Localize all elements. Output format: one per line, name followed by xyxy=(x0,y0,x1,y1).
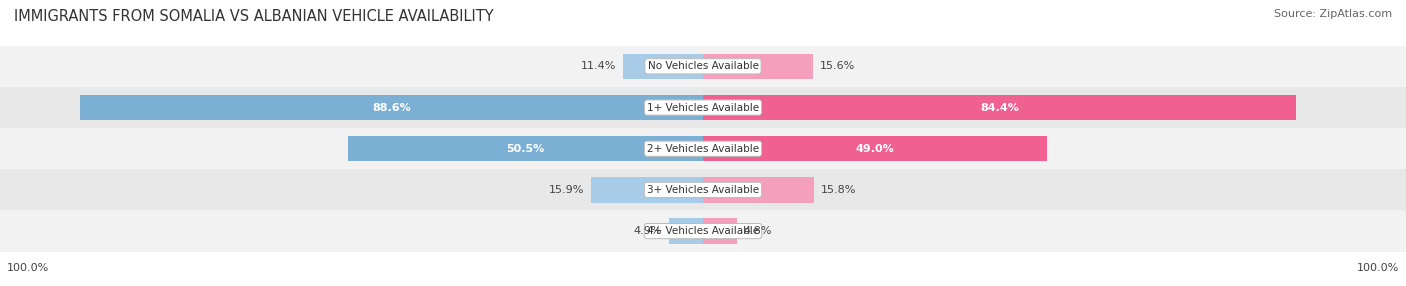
Text: 2+ Vehicles Available: 2+ Vehicles Available xyxy=(647,144,759,154)
Bar xyxy=(703,177,814,203)
Text: IMMIGRANTS FROM SOMALIA VS ALBANIAN VEHICLE AVAILABILITY: IMMIGRANTS FROM SOMALIA VS ALBANIAN VEHI… xyxy=(14,9,494,23)
Bar xyxy=(623,53,703,79)
Text: 3+ Vehicles Available: 3+ Vehicles Available xyxy=(647,185,759,195)
Bar xyxy=(80,95,703,120)
Text: No Vehicles Available: No Vehicles Available xyxy=(648,61,758,71)
Text: 4.8%: 4.8% xyxy=(744,226,772,236)
Bar xyxy=(0,210,1406,252)
Bar xyxy=(703,53,813,79)
Text: 4.9%: 4.9% xyxy=(633,226,662,236)
Text: 15.6%: 15.6% xyxy=(820,61,855,71)
Bar xyxy=(703,218,737,244)
Text: 15.8%: 15.8% xyxy=(821,185,856,195)
Bar xyxy=(669,218,703,244)
Text: 15.9%: 15.9% xyxy=(548,185,585,195)
Text: Source: ZipAtlas.com: Source: ZipAtlas.com xyxy=(1274,9,1392,19)
Text: 11.4%: 11.4% xyxy=(581,61,616,71)
Text: 100.0%: 100.0% xyxy=(7,263,49,273)
Bar xyxy=(349,136,703,162)
Text: 50.5%: 50.5% xyxy=(506,144,544,154)
Bar xyxy=(0,169,1406,210)
Bar xyxy=(703,136,1047,162)
Bar xyxy=(591,177,703,203)
Text: 49.0%: 49.0% xyxy=(856,144,894,154)
Text: 1+ Vehicles Available: 1+ Vehicles Available xyxy=(647,103,759,112)
Bar xyxy=(0,87,1406,128)
Bar xyxy=(0,46,1406,87)
Text: 88.6%: 88.6% xyxy=(373,103,411,112)
Text: 4+ Vehicles Available: 4+ Vehicles Available xyxy=(647,226,759,236)
Text: 100.0%: 100.0% xyxy=(1357,263,1399,273)
Bar xyxy=(0,128,1406,169)
Bar xyxy=(703,95,1296,120)
Text: 84.4%: 84.4% xyxy=(980,103,1019,112)
